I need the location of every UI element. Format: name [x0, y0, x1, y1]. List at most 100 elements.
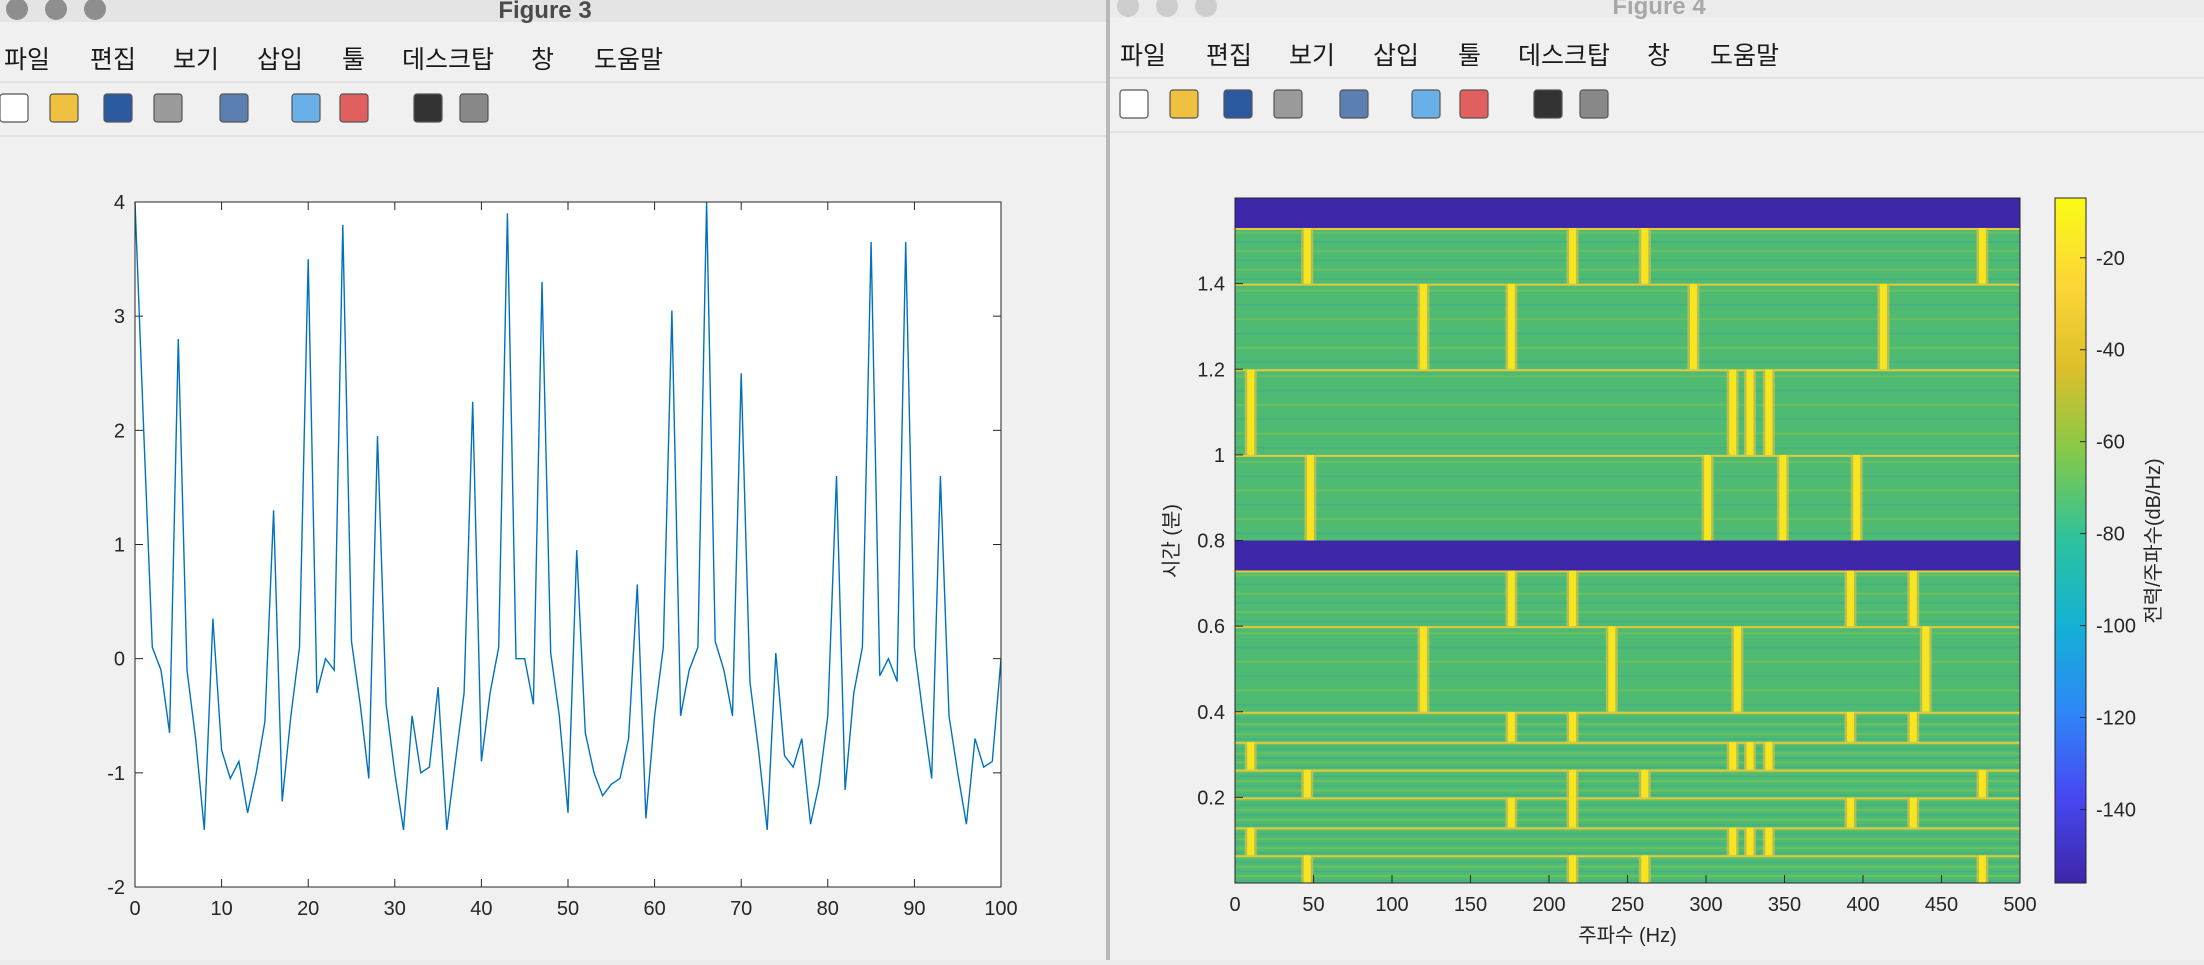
tone: [1419, 626, 1427, 712]
menu-item[interactable]: 툴: [342, 46, 365, 74]
time-segment: [1235, 198, 2020, 228]
menu-item[interactable]: 창: [1647, 42, 1670, 70]
tone: [1247, 741, 1255, 770]
tone: [1746, 827, 1754, 856]
x-tick-label: 100: [1375, 894, 1408, 916]
window-divider: [1106, 0, 1110, 960]
toolbar-button[interactable]: [1411, 89, 1441, 119]
toolbar-button[interactable]: [1169, 89, 1199, 119]
zoom-button[interactable]: [84, 0, 106, 20]
colorbar-tick-label: -100: [2096, 616, 2136, 638]
menu-item[interactable]: 삽입: [1373, 42, 1419, 70]
colorbar-label: 전력/주파수(dB/Hz): [2142, 458, 2165, 623]
toolbar-button[interactable]: [1459, 89, 1489, 119]
close-button[interactable]: [6, 0, 28, 20]
toolbar: [1119, 89, 1609, 119]
window-title: Figure 3: [498, 0, 591, 24]
menu-item[interactable]: 보기: [173, 46, 219, 74]
menu-item[interactable]: 파일: [4, 46, 50, 74]
tone: [1507, 711, 1515, 742]
minimize-button[interactable]: [45, 0, 67, 20]
title-bar: [0, 0, 1106, 22]
tone: [1569, 797, 1577, 828]
toolbar-button[interactable]: [1579, 89, 1609, 119]
axes-box: [1234, 197, 2021, 884]
menu-item[interactable]: 보기: [1289, 42, 1335, 70]
toolbar-button[interactable]: [1119, 89, 1149, 119]
tone: [1247, 369, 1255, 455]
toolbar-button[interactable]: [49, 93, 79, 123]
colorbar: [2054, 197, 2087, 884]
time-segment: [1235, 227, 2020, 284]
x-axis-label: 주파수 (Hz): [1578, 924, 1677, 947]
tone: [1765, 827, 1773, 856]
axes-background: [135, 202, 1001, 887]
tone: [1303, 769, 1311, 798]
tone: [1507, 797, 1515, 828]
x-tick-label: 40: [470, 898, 492, 920]
tone: [1507, 570, 1515, 627]
menu-item[interactable]: 편집: [1206, 42, 1252, 70]
x-tick-label: 30: [384, 898, 406, 920]
menu-item[interactable]: 툴: [1458, 42, 1481, 70]
menu-item[interactable]: 도움말: [1710, 42, 1779, 70]
zoom-button[interactable]: [1195, 0, 1217, 17]
time-segment: [1235, 454, 2020, 541]
toolbar-button[interactable]: [339, 93, 369, 123]
menu-item[interactable]: 편집: [90, 46, 136, 74]
time-segment: [1235, 741, 2020, 770]
y-tick-label: 0: [114, 649, 125, 671]
menu-item[interactable]: 삽입: [257, 46, 303, 74]
tone: [1419, 283, 1427, 370]
menu-item[interactable]: 도움말: [594, 46, 663, 74]
tone: [1733, 626, 1741, 712]
menu-item[interactable]: 데스크탑: [402, 46, 494, 74]
tone: [1641, 855, 1649, 883]
colorbar-tick-label: -60: [2096, 432, 2125, 454]
data-line: [134, 201, 1002, 831]
toolbar-button[interactable]: [219, 93, 249, 123]
toolbar-button[interactable]: [1273, 89, 1303, 119]
minimize-button[interactable]: [1156, 0, 1178, 17]
menu-item[interactable]: 파일: [1120, 42, 1166, 70]
x-tick-label: 90: [903, 898, 925, 920]
tone: [1608, 626, 1616, 712]
tone: [1846, 797, 1854, 828]
toolbar-button[interactable]: [0, 93, 29, 123]
toolbar-button[interactable]: [413, 93, 443, 123]
x-tick-label: 70: [730, 898, 752, 920]
tone: [1689, 283, 1697, 370]
toolbar-button[interactable]: [1223, 89, 1253, 119]
menu-item[interactable]: 창: [531, 46, 554, 74]
toolbar-button[interactable]: [459, 93, 489, 123]
tone: [1978, 769, 1986, 798]
menu-item[interactable]: 데스크탑: [1518, 42, 1610, 70]
y-tick-label: 1.4: [1197, 274, 1225, 296]
x-tick-label: 250: [1611, 894, 1644, 916]
x-tick-label: 500: [2003, 894, 2036, 916]
toolbar-button[interactable]: [291, 93, 321, 123]
tone: [1846, 711, 1854, 742]
colorbar-tick-label: -80: [2096, 524, 2125, 546]
toolbar-button[interactable]: [1339, 89, 1369, 119]
colorbar-tick-label: -40: [2096, 340, 2125, 362]
toolbar-button[interactable]: [1533, 89, 1563, 119]
close-button[interactable]: [1117, 0, 1139, 17]
y-tick-label: 1: [114, 535, 125, 557]
tone: [1569, 711, 1577, 742]
toolbar-button[interactable]: [153, 93, 183, 123]
y-tick-label: 2: [114, 420, 125, 442]
y-tick-label: -2: [107, 877, 125, 899]
time-segment: [1235, 626, 2020, 712]
toolbar-button[interactable]: [103, 93, 133, 123]
y-tick-label: 4: [114, 192, 125, 214]
tone: [1978, 227, 1986, 284]
x-tick-label: 150: [1454, 894, 1487, 916]
y-tick-label: 1: [1214, 445, 1225, 467]
title-bar: [1110, 0, 2204, 18]
tone: [1909, 570, 1917, 627]
tone: [1978, 855, 1986, 883]
tone: [1922, 626, 1930, 712]
